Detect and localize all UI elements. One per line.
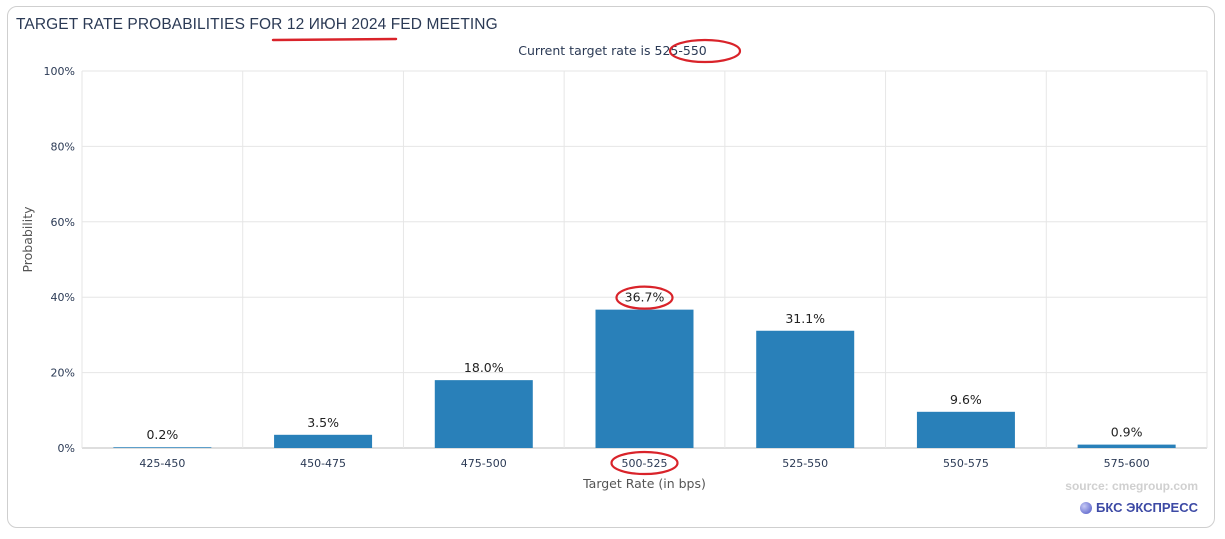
subtitle-label: Current target rate is xyxy=(518,43,651,58)
x-axis-title: Target Rate (in bps) xyxy=(582,476,706,491)
x-tick-label: 425-450 xyxy=(139,457,185,470)
data-label: 0.2% xyxy=(146,427,178,442)
title-date: 12 ИЮН 2024 xyxy=(286,16,387,33)
y-tick-label: 0% xyxy=(58,442,75,455)
bar xyxy=(113,447,212,448)
bar xyxy=(1077,444,1176,448)
title-suffix: FED MEETING xyxy=(390,16,498,33)
x-tick-label: 525-550 xyxy=(782,457,828,470)
x-tick-label: 450-475 xyxy=(300,457,346,470)
brand-logo-icon xyxy=(1080,501,1093,514)
bar xyxy=(756,330,855,448)
chart-title: TARGET RATE PROBABILITIES FOR 12 ИЮН 202… xyxy=(16,16,498,34)
y-axis-title: Probability xyxy=(20,206,35,273)
y-tick-label: 60% xyxy=(51,216,75,229)
x-tick-label: 475-500 xyxy=(461,457,507,470)
bar xyxy=(434,380,533,448)
data-label: 0.9% xyxy=(1111,425,1143,440)
highlight-date-underline xyxy=(271,37,398,42)
x-tick-label: 575-600 xyxy=(1104,457,1150,470)
source-label: source: cmegroup.com xyxy=(1065,479,1198,493)
data-label: 9.6% xyxy=(950,392,982,407)
brand-watermark: БКС ЭКСПРЕСС xyxy=(1080,500,1198,515)
bar xyxy=(595,309,694,448)
y-tick-label: 40% xyxy=(51,291,75,304)
highlight-category-circle xyxy=(610,450,679,476)
x-tick-label: 500-525 xyxy=(622,457,668,470)
data-label: 36.7% xyxy=(625,290,665,305)
chart-subtitle: Current target rate is 525-550 xyxy=(0,43,1225,58)
highlight-data-label-circle xyxy=(615,285,674,310)
brand-name: БКС ЭКСПРЕСС xyxy=(1096,500,1198,515)
y-tick-label: 20% xyxy=(51,367,75,380)
y-tick-label: 100% xyxy=(44,65,75,78)
bar xyxy=(916,411,1015,448)
data-label: 31.1% xyxy=(785,311,825,326)
subtitle-current-rate: 525-550 xyxy=(654,43,707,58)
highlight-current-rate-circle xyxy=(668,38,742,64)
data-label: 18.0% xyxy=(464,360,504,375)
title-prefix: TARGET RATE PROBABILITIES FOR xyxy=(16,16,283,33)
data-label: 3.5% xyxy=(307,415,339,430)
y-tick-label: 80% xyxy=(51,140,75,153)
bar xyxy=(274,434,373,448)
x-tick-label: 550-575 xyxy=(943,457,989,470)
